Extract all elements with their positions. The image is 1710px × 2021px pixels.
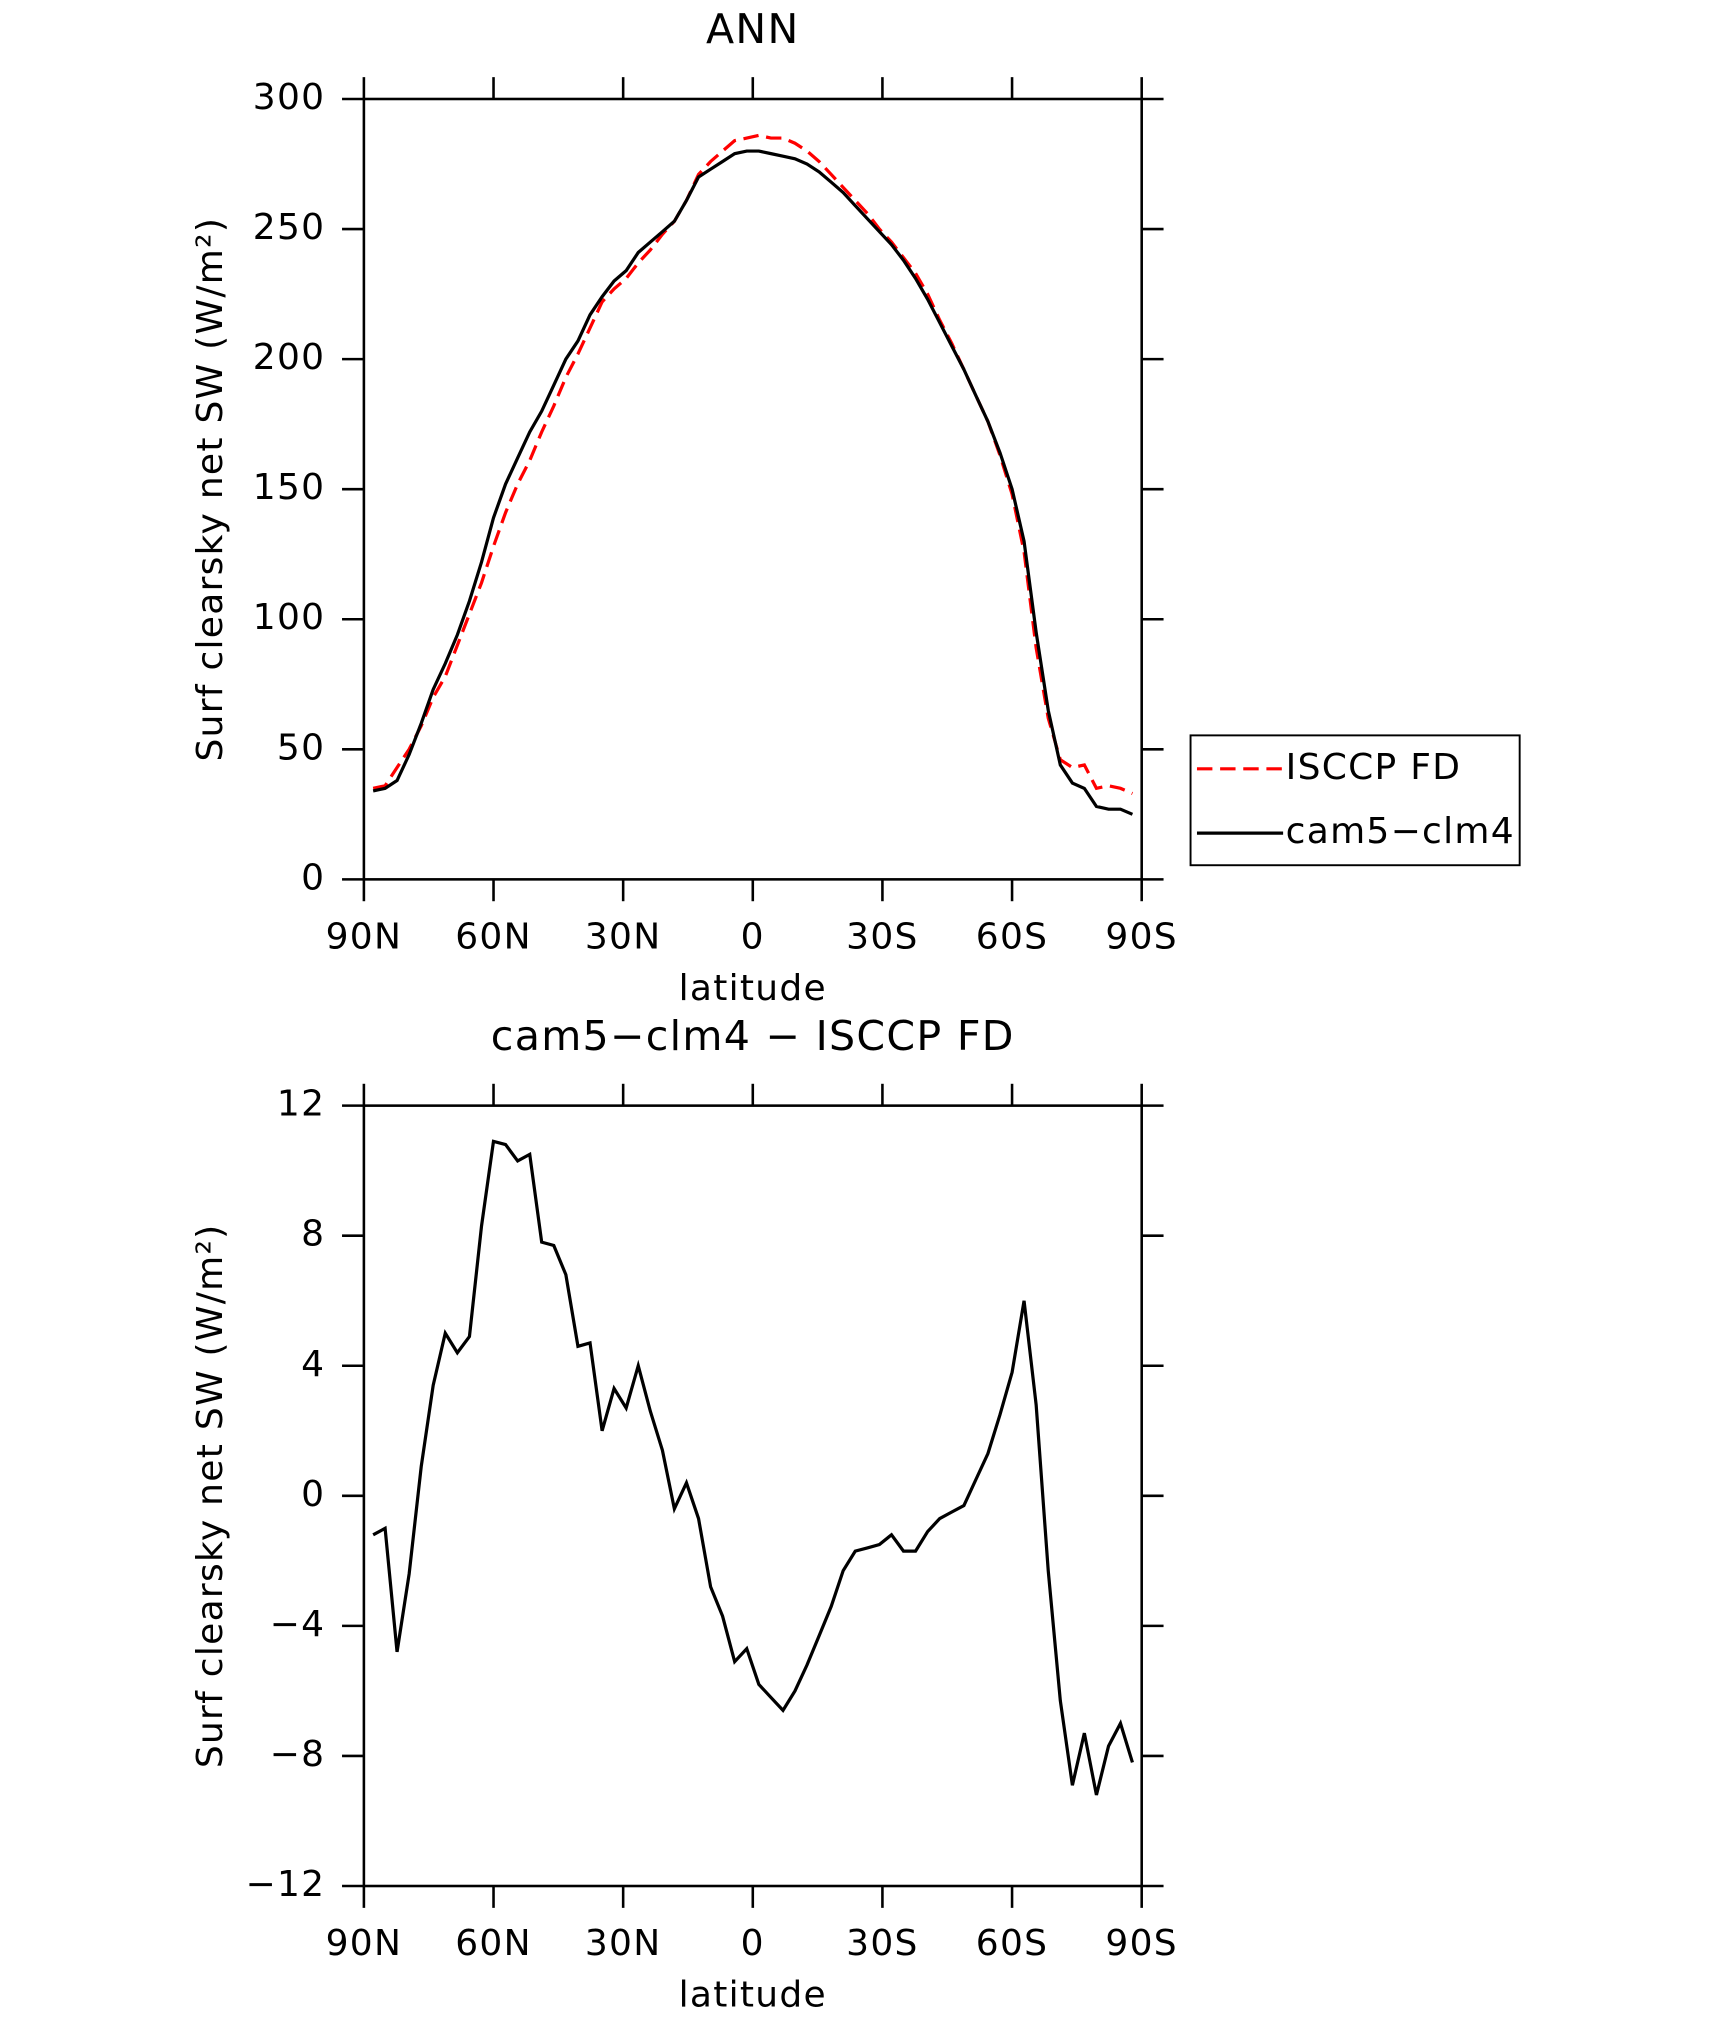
x-tick-label: 0 [741, 1923, 765, 1964]
chart-title: cam5−clm4 − ISCCP FD [491, 1012, 1015, 1060]
y-tick-label: −4 [270, 1604, 326, 1645]
x-axis-label: latitude [679, 1975, 827, 2016]
y-tick-label: 200 [253, 337, 326, 378]
data-line [372, 133, 1134, 795]
x-tick-label: 30S [846, 917, 919, 958]
y-tick-label: 12 [277, 1084, 325, 1125]
data-line [372, 149, 1134, 816]
x-tick-label: 30N [585, 917, 662, 958]
x-tick-label: 90S [1105, 1923, 1178, 1964]
y-axis-label: Surf clearsky net SW (W/m²) [190, 217, 231, 762]
y-tick-label: 8 [301, 1214, 325, 1255]
x-tick-label: 60N [455, 917, 532, 958]
x-axis-label: latitude [679, 968, 827, 1009]
legend-label: cam5−clm4 [1286, 811, 1515, 852]
legend-box [1189, 734, 1521, 867]
x-tick-label: 60N [455, 1923, 532, 1964]
y-tick-label: 4 [301, 1344, 325, 1385]
y-tick-label: 150 [253, 467, 326, 508]
y-tick-label: 0 [301, 857, 325, 898]
y-tick-label: 300 [253, 77, 326, 118]
y-tick-label: −12 [246, 1864, 326, 1905]
x-tick-label: 0 [741, 917, 765, 958]
y-tick-label: 50 [277, 727, 325, 768]
y-axis-label: Surf clearsky net SW (W/m²) [190, 1223, 231, 1768]
legend-label: ISCCP FD [1286, 747, 1462, 788]
x-tick-label: 90S [1105, 917, 1178, 958]
chart-title: ANN [706, 5, 800, 53]
y-tick-label: −8 [270, 1734, 326, 1775]
y-tick-label: 100 [253, 597, 326, 638]
plot-frame [362, 97, 1143, 881]
data-line [372, 1139, 1134, 1796]
y-tick-label: 0 [301, 1474, 325, 1515]
x-tick-label: 60S [976, 917, 1049, 958]
x-tick-label: 90N [326, 1923, 403, 1964]
y-tick-label: 250 [253, 207, 326, 248]
x-tick-label: 30N [585, 1923, 662, 1964]
x-tick-label: 90N [326, 917, 403, 958]
x-tick-label: 30S [846, 1923, 919, 1964]
x-tick-label: 60S [976, 1923, 1049, 1964]
